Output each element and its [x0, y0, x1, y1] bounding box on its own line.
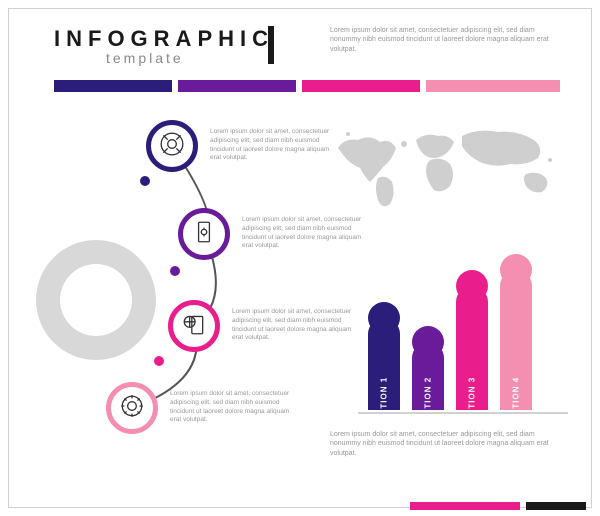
phone-globe-icon: [181, 311, 207, 342]
bar: OPTION 1: [368, 318, 400, 410]
bar-label: OPTION 3: [468, 377, 477, 422]
accent-bar: [410, 502, 520, 510]
connector-dot: [170, 266, 180, 276]
bar: OPTION 4: [500, 270, 532, 410]
node-text: Lorem ipsum dolor sit amet, consectetuer…: [242, 216, 372, 251]
world-map: [330, 120, 560, 220]
process-node: [146, 120, 198, 172]
bar-label: OPTION 4: [512, 377, 521, 422]
bar-label: OPTION 2: [424, 377, 433, 422]
node-text: Lorem ipsum dolor sit amet, consectetuer…: [210, 128, 340, 163]
color-stripe: [178, 80, 296, 92]
accent-bar: [526, 502, 586, 510]
process-node: [168, 300, 220, 352]
title: INFOGRAPHIC: [54, 26, 274, 52]
bar: OPTION 3: [456, 286, 488, 410]
gear-globe-icon: [119, 393, 145, 424]
connector-dot: [140, 176, 150, 186]
node-text: Lorem ipsum dolor sit amet, consectetuer…: [232, 308, 362, 343]
footer-text: Lorem ipsum dolor sit amet, consectetuer…: [330, 430, 560, 458]
server-gear-icon: [191, 219, 217, 250]
bar: OPTION 2: [412, 342, 444, 410]
process-arc: Lorem ipsum dolor sit amet, consectetuer…: [50, 120, 310, 470]
intro-text: Lorem ipsum dolor sit amet, consectetuer…: [330, 26, 560, 54]
node-text: Lorem ipsum dolor sit amet, consectetuer…: [170, 390, 300, 425]
header: INFOGRAPHIC template: [54, 26, 274, 66]
color-stripe: [302, 80, 420, 92]
lifebuoy-icon: [159, 131, 185, 162]
connector-dot: [154, 356, 164, 366]
bar-label: OPTION 1: [380, 377, 389, 422]
color-stripe: [54, 80, 172, 92]
process-node: [178, 208, 230, 260]
bar-chart: OPTION 1 OPTION 2 OPTION 3 OPTION 4: [368, 250, 558, 410]
header-divider: [268, 26, 274, 64]
subtitle: template: [106, 50, 274, 66]
bar-baseline: [358, 412, 568, 414]
process-node: [106, 382, 158, 434]
color-stripe: [426, 80, 560, 92]
